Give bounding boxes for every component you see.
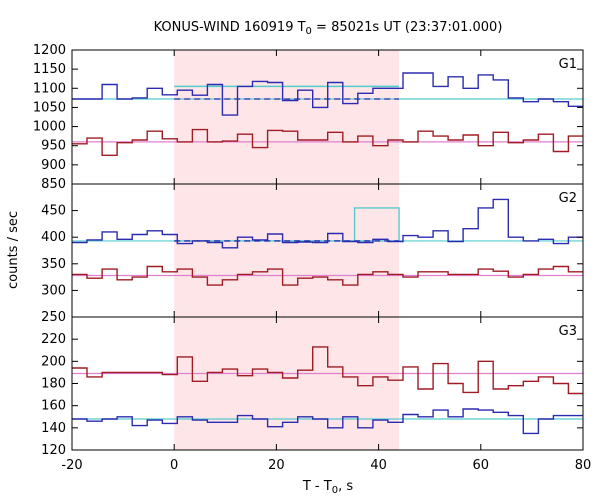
g1-y-tick-label: 1100 <box>33 81 66 96</box>
x-axis-label: T - T0, s <box>302 479 353 496</box>
x-tick-label: 40 <box>370 458 387 473</box>
g3-panel-label: G3 <box>559 324 577 339</box>
g3-lower-series <box>72 408 583 435</box>
g2-y-tick-label: 250 <box>41 310 66 325</box>
chart-title: KONUS-WIND 160919 T0 = 85021s UT (23:37:… <box>154 20 503 37</box>
g2-upper-series <box>72 198 583 249</box>
x-axis-label-main: T - T <box>302 479 332 494</box>
highlight-layer <box>174 50 400 450</box>
g2-y-tick-label: 300 <box>41 283 66 298</box>
g3-y-tick-label: 160 <box>41 399 66 414</box>
g2-y-tick-label: 450 <box>41 204 66 219</box>
y-axis-label: counts / sec <box>6 211 21 289</box>
g2-lower-series <box>72 265 583 286</box>
x-tick-label: 60 <box>473 458 490 473</box>
x-tick-label: 0 <box>170 458 178 473</box>
chart-title-sub: 0 <box>306 26 312 37</box>
g3-y-tick-label: 220 <box>41 332 66 347</box>
g3-y-tick-label: 180 <box>41 377 66 392</box>
x-tick-label: 80 <box>575 458 592 473</box>
chart-title-main: KONUS-WIND 160919 T <box>154 20 306 35</box>
g3-upper-series <box>72 346 583 395</box>
g1-y-tick-label: 1050 <box>33 100 66 115</box>
g1-upper-series <box>72 72 583 116</box>
g2-panel-label: G2 <box>559 191 577 206</box>
x-tick-label: 20 <box>268 458 285 473</box>
g3-y-tick-label: 120 <box>41 443 66 458</box>
highlight-region <box>174 50 400 450</box>
g3-y-tick-label: 200 <box>41 354 66 369</box>
series-layer <box>72 72 583 435</box>
g1-y-tick-label: 1000 <box>33 120 66 135</box>
x-axis-label-rest: , s <box>338 479 353 494</box>
g1-y-tick-label: 900 <box>41 158 66 173</box>
g2-y-tick-label: 400 <box>41 230 66 245</box>
chart-title-rest: = 85021s UT (23:37:01.000) <box>312 20 502 35</box>
ticks-layer: G185090095010001050110011501200G22503003… <box>33 43 591 473</box>
g3-y-tick-label: 140 <box>41 421 66 436</box>
g1-y-tick-label: 1200 <box>33 43 66 58</box>
x-axis-label-sub: 0 <box>332 485 338 496</box>
g2-y-tick-label: 350 <box>41 257 66 272</box>
g1-panel-label: G1 <box>559 57 577 72</box>
x-tick-label: -20 <box>61 458 82 473</box>
g2-upper-model-peak <box>353 207 400 241</box>
g1-y-tick-label: 950 <box>41 139 66 154</box>
g1-lower-series <box>72 128 583 156</box>
g1-y-tick-label: 850 <box>41 177 66 192</box>
g1-y-tick-label: 1150 <box>33 62 66 77</box>
